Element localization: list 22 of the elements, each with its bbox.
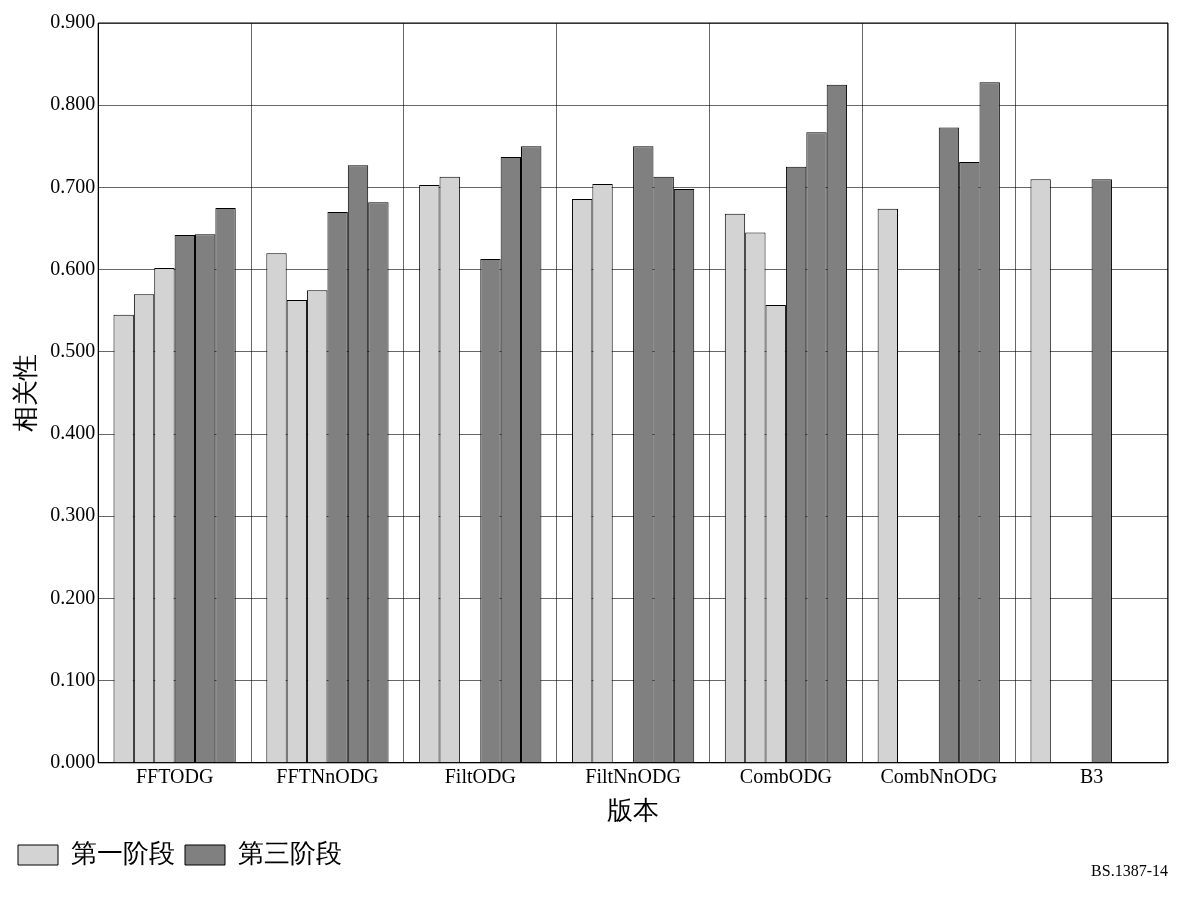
x-tick-label: CombNnODG: [880, 765, 998, 788]
x-tick-label: B3: [1079, 765, 1104, 788]
y-tick-label: 0.600: [50, 256, 96, 279]
y-tick-label: 0.200: [50, 585, 96, 608]
y-tick-label: 0.000: [50, 750, 96, 773]
y-axis-title: 相关性: [11, 353, 41, 432]
legend-label: 第一阶段: [71, 838, 175, 868]
y-tick-label: 0.400: [50, 421, 96, 444]
x-tick-label: FFTODG: [135, 765, 214, 788]
x-axis-title: 版本: [607, 796, 660, 826]
y-tick-label: 0.700: [50, 174, 96, 197]
legend-label: 第三阶段: [238, 838, 342, 868]
x-tick-label: CombODG: [739, 765, 833, 788]
text: BS.1387-14: [1091, 862, 1168, 880]
x-tick-label: FiltNnODG: [585, 765, 681, 788]
x-tick-label: FFTNnODG: [276, 765, 379, 788]
y-tick-label: 0.500: [50, 339, 96, 362]
y-tick-label: 0.800: [50, 92, 96, 115]
y-tick-label: 0.100: [50, 667, 96, 690]
y-tick-label: 0.300: [50, 503, 96, 526]
x-tick-label: FiltODG: [444, 765, 516, 788]
y-tick-label: 0.900: [50, 10, 96, 33]
